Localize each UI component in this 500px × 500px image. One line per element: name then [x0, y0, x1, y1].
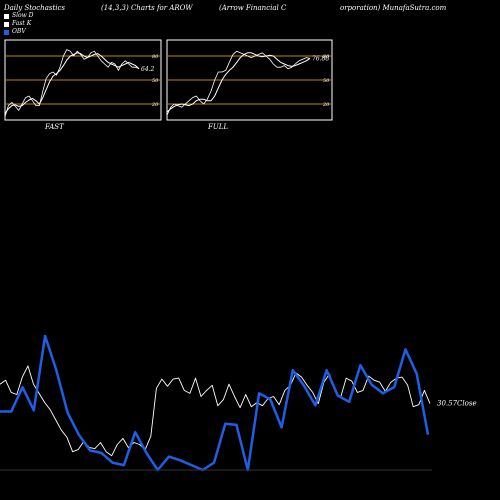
legend-swatch-slow-d	[4, 13, 9, 19]
obv-line	[0, 334, 430, 472]
close-price-label: 30.57Close	[437, 400, 477, 408]
legend-label-slow-d: Slow D	[12, 12, 34, 19]
fast-level-label-20: 20	[151, 102, 159, 108]
full-level-label-50: 50	[323, 78, 330, 84]
legend-item-fast-k: Fast K	[4, 20, 34, 28]
legend-label-fast-k: Fast K	[12, 20, 32, 27]
fast-level-label-50: 50	[152, 78, 159, 84]
full-level-label-80: 80	[323, 54, 330, 60]
legend-item-obv: OBV	[4, 28, 34, 36]
header-source: orporation) MunafaSutra.com	[340, 4, 447, 12]
legend-label-obv: OBV	[12, 28, 26, 35]
price-close-line	[0, 365, 431, 457]
legend: Slow D Fast K OBV	[4, 12, 34, 36]
fast-value-label: 64.2	[141, 66, 155, 73]
fast-level-label-80: 80	[152, 54, 159, 60]
legend-item-slow-d: Slow D	[4, 12, 34, 20]
fast-fast-k-line	[4, 49, 140, 117]
fast-panel-title: FAST	[44, 123, 65, 131]
full-fast-k-line	[166, 50, 311, 116]
header-company: (Arrow Financial C	[219, 4, 287, 12]
legend-swatch-obv	[4, 29, 9, 35]
full-value-label: 76.88	[312, 55, 329, 62]
legend-swatch-fast-k	[4, 21, 9, 27]
header-params: (14,3,3) Charts for AROW	[101, 4, 193, 12]
header-title: Daily Stochastics	[4, 4, 66, 12]
full-panel-title: FULL	[207, 123, 228, 131]
full-slow-d-line	[166, 52, 311, 113]
full-level-label-20: 20	[322, 102, 330, 108]
